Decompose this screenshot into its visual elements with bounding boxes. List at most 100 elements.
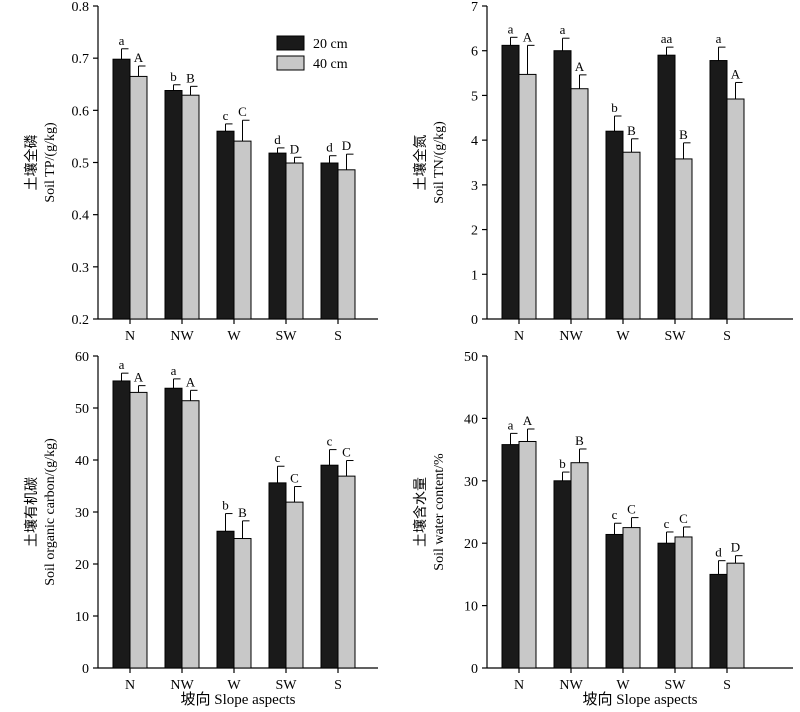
- x-tick-label: SW: [665, 329, 687, 344]
- x-tick-label: SW: [665, 678, 687, 693]
- y-tick-label: 10: [75, 610, 89, 625]
- x-tick-label: NW: [559, 678, 583, 693]
- bar-40cm: [129, 391, 148, 669]
- y-tick-label: 60: [75, 350, 89, 365]
- y-tick-label: 0.7: [72, 52, 90, 67]
- significance-letter: B: [627, 123, 636, 138]
- significance-letter: c: [275, 450, 281, 465]
- bar-20cm: [553, 480, 572, 669]
- y-tick-label: 30: [75, 506, 89, 521]
- significance-letter: D: [342, 138, 351, 153]
- bar-20cm: [709, 60, 728, 320]
- bar-40cm: [285, 162, 304, 320]
- bar-40cm: [337, 475, 356, 669]
- y-tick-label: 0: [471, 313, 478, 328]
- bar-20cm: [216, 530, 235, 669]
- bar-20cm: [164, 387, 183, 669]
- significance-letter: aa: [661, 31, 673, 46]
- bar-40cm: [233, 140, 252, 320]
- y-tick-label: 20: [464, 537, 478, 552]
- x-tick-label: NW: [170, 678, 194, 693]
- significance-letter: A: [523, 29, 533, 44]
- x-tick-label: S: [334, 678, 342, 693]
- x-tick-label: N: [514, 329, 524, 344]
- significance-letter: C: [342, 445, 351, 460]
- significance-letter: d: [326, 140, 333, 155]
- significance-letter: b: [611, 100, 618, 115]
- y-tick-label: 4: [471, 134, 478, 149]
- x-tick-label: NW: [170, 329, 194, 344]
- bar-20cm: [605, 130, 624, 320]
- bar-20cm: [112, 58, 131, 320]
- significance-letter: b: [222, 498, 229, 513]
- bar-20cm: [605, 533, 624, 669]
- significance-letter: a: [119, 357, 125, 372]
- y-tick-label: 5: [471, 89, 478, 104]
- y-tick-label: 0.6: [72, 104, 90, 119]
- bar-20cm: [501, 444, 520, 669]
- y-tick-label: 0.4: [72, 209, 90, 224]
- y-axis-title-cn: 土壤全氮: [412, 135, 429, 191]
- significance-letter: A: [523, 413, 533, 428]
- legend-label-40cm: 40 cm: [313, 57, 348, 72]
- x-axis-title: 坡向 Slope aspects: [583, 691, 698, 708]
- significance-letter: a: [560, 22, 566, 37]
- legend-swatch-40cm: [276, 55, 305, 71]
- y-tick-label: 6: [471, 45, 478, 60]
- chart-panel-2: 0 1 2 3 4 5 6 7 土壤全氮 Soil TN/(g/kg) Na A NW a A WbB SW aa…: [412, 0, 793, 344]
- significance-letter: B: [186, 70, 195, 85]
- y-tick-label: 2: [471, 224, 478, 239]
- legend-label-20cm: 20 cm: [313, 37, 348, 52]
- bar-20cm: [657, 54, 676, 320]
- x-tick-label: N: [514, 678, 524, 693]
- x-axis-title: 坡向 Slope aspects: [181, 691, 296, 708]
- bar-20cm: [501, 44, 520, 320]
- significance-letter: B: [238, 505, 247, 520]
- bar-40cm: [674, 158, 693, 320]
- y-tick-label: 3: [471, 179, 478, 194]
- chart-panel-3: 0 10 20 30 40 50 60 土壤有机碳 Soil organic carbon/(g…: [23, 350, 378, 708]
- y-axis-title-cn: 土壤含水量: [412, 477, 429, 547]
- y-axis-title-cn: 土壤有机碳: [23, 477, 40, 547]
- bar-40cm: [570, 88, 589, 320]
- significance-letter: C: [290, 471, 299, 486]
- bar-20cm: [164, 90, 183, 320]
- x-tick-label: SW: [276, 678, 298, 693]
- y-tick-label: 20: [75, 558, 89, 573]
- significance-letter: B: [575, 433, 584, 448]
- legend: 20 cm 40 cm: [276, 35, 348, 72]
- y-tick-label: 0.3: [72, 261, 90, 276]
- bar-40cm: [622, 151, 641, 320]
- bar-40cm: [726, 562, 745, 669]
- significance-letter: D: [731, 540, 740, 555]
- y-tick-label: 0.8: [72, 0, 90, 15]
- y-axis-title-en: Soil TP/(g/kg): [43, 122, 58, 203]
- bar-20cm: [657, 542, 676, 669]
- y-axis-title-en: Soil TN/(g/kg): [432, 121, 447, 204]
- y-axis-title-en: Soil water content/%: [432, 453, 447, 571]
- bar-40cm: [285, 501, 304, 669]
- significance-letter: c: [612, 507, 618, 522]
- legend-swatch-20cm: [276, 35, 305, 51]
- y-tick-label: 30: [464, 475, 478, 490]
- y-tick-label: 7: [471, 0, 478, 15]
- significance-letter: a: [716, 31, 722, 46]
- y-axis-title-en: Soil organic carbon/(g/kg): [43, 438, 58, 586]
- bar-40cm: [181, 94, 200, 320]
- significance-letter: A: [134, 50, 144, 65]
- x-tick-label: W: [616, 329, 630, 344]
- significance-letter: a: [508, 417, 514, 432]
- bar-20cm: [320, 162, 339, 320]
- x-tick-label: NW: [559, 329, 583, 344]
- chart-panel-4: 0 10 20 30 40 50 土壤含水量 Soil water content/% Na A N…: [412, 350, 793, 708]
- bar-40cm: [570, 462, 589, 669]
- significance-letter: A: [731, 66, 741, 81]
- x-tick-label: S: [334, 329, 342, 344]
- significance-letter: c: [223, 108, 229, 123]
- y-tick-label: 1: [471, 268, 478, 283]
- x-tick-label: N: [125, 329, 135, 344]
- bar-40cm: [518, 73, 537, 320]
- significance-letter: b: [559, 456, 566, 471]
- significance-letter: A: [575, 59, 585, 74]
